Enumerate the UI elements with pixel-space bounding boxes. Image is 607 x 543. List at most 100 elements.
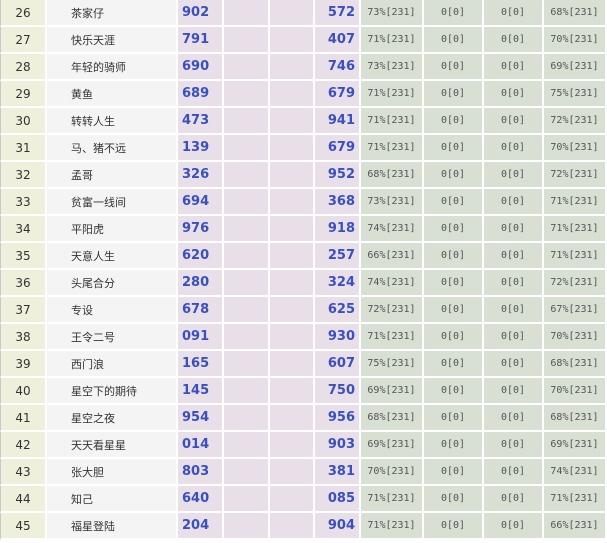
number-b-cell: 324 bbox=[315, 270, 361, 297]
empty-cell bbox=[224, 108, 270, 135]
name-cell: 福星登陆 bbox=[47, 513, 178, 540]
number-a-cell: 690 bbox=[178, 54, 224, 81]
zero-1-cell: 0[0] bbox=[424, 162, 484, 189]
name-cell: 知己 bbox=[47, 486, 178, 513]
number-b-cell: 903 bbox=[315, 432, 361, 459]
rate-1-cell: 71%[231] bbox=[361, 513, 424, 540]
rate-2-cell: 71%[231] bbox=[544, 486, 607, 513]
number-a-cell: 640 bbox=[178, 486, 224, 513]
empty-cell bbox=[224, 405, 270, 432]
zero-2-cell: 0[0] bbox=[484, 54, 544, 81]
zero-1-cell: 0[0] bbox=[424, 486, 484, 513]
rate-1-cell: 70%[231] bbox=[361, 459, 424, 486]
rate-2-cell: 66%[231] bbox=[544, 513, 607, 540]
number-a-cell: 091 bbox=[178, 324, 224, 351]
empty-cell bbox=[224, 486, 270, 513]
rank-cell: 31 bbox=[0, 135, 47, 162]
rank-cell: 27 bbox=[0, 27, 47, 54]
rate-2-cell: 68%[231] bbox=[544, 351, 607, 378]
zero-1-cell: 0[0] bbox=[424, 324, 484, 351]
number-b-cell: 918 bbox=[315, 216, 361, 243]
rate-2-cell: 72%[231] bbox=[544, 108, 607, 135]
table-row: 44 知己 640 085 71%[231] 0[0] 0[0] 71%[231] bbox=[0, 486, 607, 513]
rate-1-cell: 73%[231] bbox=[361, 0, 424, 27]
empty-cell bbox=[270, 324, 315, 351]
zero-1-cell: 0[0] bbox=[424, 405, 484, 432]
zero-2-cell: 0[0] bbox=[484, 405, 544, 432]
rate-1-cell: 72%[231] bbox=[361, 297, 424, 324]
empty-cell bbox=[270, 513, 315, 540]
empty-cell bbox=[270, 135, 315, 162]
rank-cell: 35 bbox=[0, 243, 47, 270]
empty-cell bbox=[270, 405, 315, 432]
table-row: 43 张大胆 803 381 70%[231] 0[0] 0[0] 74%[231] bbox=[0, 459, 607, 486]
rate-2-cell: 74%[231] bbox=[544, 459, 607, 486]
name-cell: 王令二号 bbox=[47, 324, 178, 351]
number-b-cell: 572 bbox=[315, 0, 361, 27]
number-a-cell: 689 bbox=[178, 81, 224, 108]
zero-2-cell: 0[0] bbox=[484, 378, 544, 405]
empty-cell bbox=[270, 108, 315, 135]
number-a-cell: 280 bbox=[178, 270, 224, 297]
table-row: 29 黄鱼 689 679 71%[231] 0[0] 0[0] 75%[231] bbox=[0, 81, 607, 108]
name-cell: 黄鱼 bbox=[47, 81, 178, 108]
empty-cell bbox=[270, 81, 315, 108]
zero-1-cell: 0[0] bbox=[424, 54, 484, 81]
number-a-cell: 791 bbox=[178, 27, 224, 54]
empty-cell bbox=[224, 270, 270, 297]
rank-cell: 33 bbox=[0, 189, 47, 216]
number-b-cell: 904 bbox=[315, 513, 361, 540]
zero-1-cell: 0[0] bbox=[424, 459, 484, 486]
table-row: 26 茶家仔 902 572 73%[231] 0[0] 0[0] 68%[231] bbox=[0, 0, 607, 27]
name-cell: 孟哥 bbox=[47, 162, 178, 189]
empty-cell bbox=[270, 459, 315, 486]
rate-1-cell: 71%[231] bbox=[361, 81, 424, 108]
number-a-cell: 803 bbox=[178, 459, 224, 486]
zero-1-cell: 0[0] bbox=[424, 108, 484, 135]
zero-2-cell: 0[0] bbox=[484, 270, 544, 297]
name-cell: 专设 bbox=[47, 297, 178, 324]
rank-cell: 44 bbox=[0, 486, 47, 513]
empty-cell bbox=[224, 324, 270, 351]
zero-1-cell: 0[0] bbox=[424, 81, 484, 108]
rate-1-cell: 71%[231] bbox=[361, 27, 424, 54]
zero-2-cell: 0[0] bbox=[484, 135, 544, 162]
table-row: 33 贫富一线间 694 368 73%[231] 0[0] 0[0] 71%[231] bbox=[0, 189, 607, 216]
empty-cell bbox=[224, 513, 270, 540]
rank-cell: 34 bbox=[0, 216, 47, 243]
rate-2-cell: 71%[231] bbox=[544, 189, 607, 216]
number-b-cell: 607 bbox=[315, 351, 361, 378]
zero-1-cell: 0[0] bbox=[424, 243, 484, 270]
rate-1-cell: 71%[231] bbox=[361, 486, 424, 513]
zero-2-cell: 0[0] bbox=[484, 243, 544, 270]
rank-cell: 42 bbox=[0, 432, 47, 459]
table-row: 37 专设 678 625 72%[231] 0[0] 0[0] 67%[231] bbox=[0, 297, 607, 324]
zero-1-cell: 0[0] bbox=[424, 27, 484, 54]
empty-cell bbox=[270, 27, 315, 54]
number-a-cell: 165 bbox=[178, 351, 224, 378]
number-a-cell: 976 bbox=[178, 216, 224, 243]
number-b-cell: 257 bbox=[315, 243, 361, 270]
name-cell: 星空之夜 bbox=[47, 405, 178, 432]
zero-1-cell: 0[0] bbox=[424, 513, 484, 540]
empty-cell bbox=[224, 297, 270, 324]
zero-1-cell: 0[0] bbox=[424, 135, 484, 162]
rank-cell: 45 bbox=[0, 513, 47, 540]
number-b-cell: 679 bbox=[315, 135, 361, 162]
number-a-cell: 694 bbox=[178, 189, 224, 216]
rank-cell: 40 bbox=[0, 378, 47, 405]
number-b-cell: 750 bbox=[315, 378, 361, 405]
empty-cell bbox=[270, 0, 315, 27]
rank-cell: 41 bbox=[0, 405, 47, 432]
number-a-cell: 326 bbox=[178, 162, 224, 189]
table-row: 30 转转人生 473 941 71%[231] 0[0] 0[0] 72%[231] bbox=[0, 108, 607, 135]
empty-cell bbox=[224, 189, 270, 216]
empty-cell bbox=[224, 81, 270, 108]
zero-1-cell: 0[0] bbox=[424, 0, 484, 27]
zero-2-cell: 0[0] bbox=[484, 189, 544, 216]
rate-1-cell: 73%[231] bbox=[361, 54, 424, 81]
number-a-cell: 678 bbox=[178, 297, 224, 324]
name-cell: 张大胆 bbox=[47, 459, 178, 486]
rate-1-cell: 68%[231] bbox=[361, 405, 424, 432]
